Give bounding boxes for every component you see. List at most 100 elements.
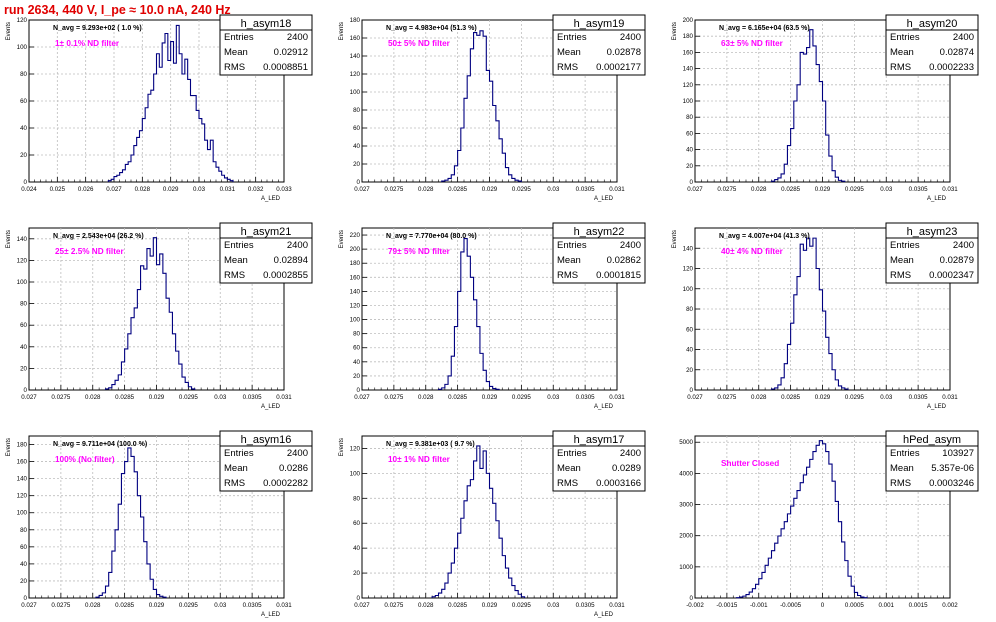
stats-entries-value: 2400 xyxy=(620,32,641,43)
x-tick-label: 0.0295 xyxy=(512,394,531,401)
histogram-bin xyxy=(781,529,784,598)
histogram-bin xyxy=(823,444,826,598)
stats-rms-value: 0.0003246 xyxy=(929,478,974,489)
x-axis-title: A_LED xyxy=(927,196,947,202)
y-tick-label: 20 xyxy=(686,163,693,170)
histogram-bin xyxy=(813,46,816,182)
stats-box: h_asym20 Entries 2400 Mean 0.02874 RMS 0.00022… xyxy=(885,14,979,76)
y-tick-label: 60 xyxy=(353,520,360,527)
x-tick-label: -0.0005 xyxy=(780,602,802,609)
stats-mean-label: Mean xyxy=(224,255,248,266)
y-tick-label: 120 xyxy=(683,82,694,89)
histogram-bin xyxy=(490,488,493,598)
x-tick-label: 0.031 xyxy=(276,394,292,401)
y-axis-title: Events xyxy=(672,22,678,40)
histogram-bin xyxy=(477,35,480,182)
x-tick-label: 0.0285 xyxy=(448,602,467,609)
stats-entries-value: 2400 xyxy=(620,240,641,251)
y-tick-label: 0 xyxy=(690,387,694,394)
y-tick-label: 100 xyxy=(17,279,28,286)
x-tick-label: 0.031 xyxy=(276,602,292,609)
x-tick-label: 0.028 xyxy=(85,602,101,609)
filter-label: 1± 0.1% ND filter xyxy=(55,39,120,48)
stats-box: h_asym16 Entries 2400 Mean 0.0286 RMS 0.000228… xyxy=(219,430,313,492)
y-tick-label: 40 xyxy=(353,143,360,150)
x-tick-label: 0.031 xyxy=(220,186,236,193)
stats-entries-label: Entries xyxy=(224,32,254,43)
x-tick-label: 0.029 xyxy=(149,394,165,401)
y-tick-label: 160 xyxy=(350,35,361,42)
y-tick-label: 0 xyxy=(690,595,694,602)
y-tick-label: 0 xyxy=(690,179,694,186)
histogram-bin xyxy=(470,480,473,598)
stats-entries-value: 2400 xyxy=(953,32,974,43)
x-tick-label: 0.033 xyxy=(276,186,292,193)
y-tick-label: 3000 xyxy=(679,502,693,509)
histogram-name: h_asym23 xyxy=(907,226,958,238)
stats-mean-label: Mean xyxy=(224,463,248,474)
filter-label: 25± 2.5% ND filter xyxy=(55,247,124,256)
y-tick-label: 60 xyxy=(686,326,693,333)
y-tick-label: 40 xyxy=(20,561,27,568)
stats-entries-value: 2400 xyxy=(953,240,974,251)
histogram-bin xyxy=(168,61,171,183)
y-axis-title: Events xyxy=(6,438,12,456)
n-avg-label: N_avg = 7.770e+04 (80.0 %) xyxy=(386,233,477,240)
run-title: run 2634, 440 V, I_pe ≈ 10.0 nA, 240 Hz xyxy=(4,3,231,17)
x-tick-label: 0.027 xyxy=(687,394,703,401)
histogram-outline xyxy=(770,237,849,390)
y-tick-label: 60 xyxy=(20,544,27,551)
y-tick-label: 120 xyxy=(683,266,694,273)
stats-rms-label: RMS xyxy=(224,270,245,281)
stats-entries-label: Entries xyxy=(557,448,587,459)
y-tick-label: 120 xyxy=(17,17,28,24)
stats-rms-label: RMS xyxy=(890,478,911,489)
histogram-bin xyxy=(813,452,816,598)
histogram-panel: 0.027 0.0275 0.028 0.0285 0.029 0.0295 0.03 0.0… xyxy=(672,14,979,202)
filter-label: 50± 5% ND filter xyxy=(388,39,451,48)
y-tick-label: 0 xyxy=(357,179,361,186)
y-tick-label: 20 xyxy=(353,373,360,380)
stats-entries-label: Entries xyxy=(890,240,920,251)
y-tick-label: 120 xyxy=(350,302,361,309)
stats-rms-value: 0.0002177 xyxy=(596,62,641,73)
y-tick-label: 140 xyxy=(17,476,28,483)
stats-entries-value: 2400 xyxy=(287,32,308,43)
y-tick-label: 40 xyxy=(353,359,360,366)
x-tick-label: 0.0275 xyxy=(384,394,403,401)
n-avg-label: N_avg = 2.543e+04 (26.2 %) xyxy=(53,233,144,240)
stats-mean-value: 0.0286 xyxy=(279,463,308,474)
stats-entries-value: 2400 xyxy=(287,240,308,251)
stats-box-frame xyxy=(885,430,979,492)
n-avg-label: N_avg = 4.983e+04 (51.3 %) xyxy=(386,25,477,32)
stats-rms-value: 0.0003166 xyxy=(596,478,641,489)
stats-box: h_asym17 Entries 2400 Mean 0.0289 RMS 0.000316… xyxy=(552,430,646,492)
y-tick-label: 80 xyxy=(686,306,693,313)
histogram-panel: 0.027 0.0275 0.028 0.0285 0.029 0.0295 0.03 0.0… xyxy=(6,222,313,410)
histogram-bin xyxy=(174,63,177,182)
x-tick-label: 0.032 xyxy=(248,186,264,193)
y-tick-label: 160 xyxy=(17,459,28,466)
x-tick-label: -0.001 xyxy=(750,602,768,609)
stats-entries-value: 2400 xyxy=(287,448,308,459)
y-tick-label: 40 xyxy=(353,545,360,552)
histogram-bin xyxy=(140,131,143,182)
y-tick-label: 80 xyxy=(20,301,27,308)
x-tick-label: 0.029 xyxy=(482,602,498,609)
histogram-name: h_asym16 xyxy=(241,434,292,446)
stats-box-frame xyxy=(552,430,646,492)
x-tick-label: 0.0305 xyxy=(576,602,595,609)
histogram-bin xyxy=(486,70,489,182)
histogram-bin xyxy=(196,110,199,182)
y-axis-title: Events xyxy=(339,230,345,248)
histogram-bin xyxy=(803,475,806,598)
histogram-bin xyxy=(810,459,813,598)
x-tick-label: 0.03 xyxy=(214,394,227,401)
y-tick-label: 80 xyxy=(20,527,27,534)
y-tick-label: 20 xyxy=(686,367,693,374)
y-tick-label: 100 xyxy=(683,98,694,105)
x-tick-label: 0.027 xyxy=(354,394,370,401)
x-tick-label: 0.03 xyxy=(547,602,560,609)
stats-mean-label: Mean xyxy=(224,47,248,58)
x-tick-label: 0.03 xyxy=(547,186,560,193)
